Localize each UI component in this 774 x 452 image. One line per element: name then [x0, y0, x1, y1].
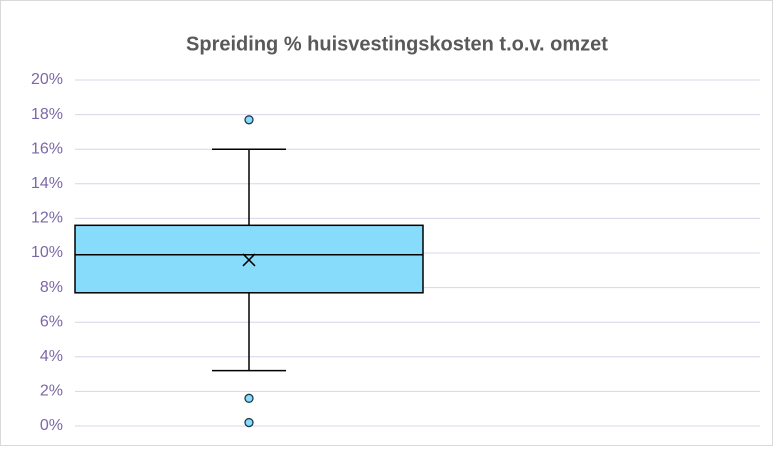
y-tick-label: 14% [31, 175, 63, 192]
y-tick-label: 20% [31, 71, 63, 88]
y-tick-label: 6% [40, 313, 63, 330]
y-tick-label: 16% [31, 140, 63, 157]
y-tick-label: 4% [40, 348, 63, 365]
mean-marker [242, 253, 256, 267]
outlier [244, 115, 254, 125]
outlier [244, 393, 254, 403]
chart-title: Spreiding % huisvestingskosten t.o.v. om… [186, 33, 608, 55]
y-tick-label: 0% [40, 417, 63, 434]
y-tick-label: 10% [31, 244, 63, 261]
y-tick-label: 12% [31, 210, 63, 227]
outlier [244, 417, 254, 428]
y-tick-label: 8% [40, 279, 63, 296]
y-tick-label: 2% [40, 383, 63, 400]
y-tick-label: 18% [31, 106, 63, 123]
